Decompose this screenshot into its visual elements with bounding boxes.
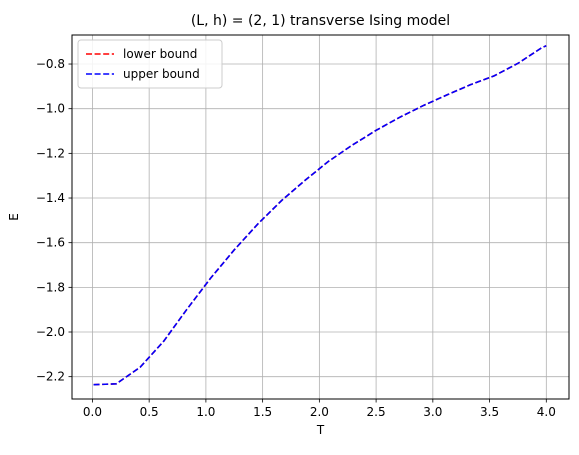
series-line-upper-bound <box>93 44 547 386</box>
legend-label: upper bound <box>123 67 200 81</box>
y-tick-label: −1.6 <box>36 236 65 250</box>
x-tick-label: 2.5 <box>367 405 386 419</box>
grid <box>72 35 569 399</box>
y-tick-label: −1.8 <box>36 280 65 294</box>
plot-lines <box>93 44 547 386</box>
chart-title: (L, h) = (2, 1) transverse Ising model <box>191 13 450 29</box>
legend-box <box>77 39 223 89</box>
y-tick-label: −2.2 <box>36 370 65 384</box>
x-tick-label: 0.0 <box>83 405 102 419</box>
y-tick-label: −0.8 <box>36 57 65 71</box>
x-tick-label: 1.5 <box>253 405 272 419</box>
x-tick-label: 3.5 <box>480 405 499 419</box>
axis-ticks: 0.0 0.5 1.0 1.5 2.0 2.5 3.0 3.5 4.0 −2.2 −2.0 −1.8 −… <box>36 57 556 419</box>
x-tick-label: 4.0 <box>537 405 556 419</box>
y-tick-label: −1.2 <box>36 146 65 160</box>
x-axis-label: T <box>316 423 325 437</box>
y-tick-label: −2.0 <box>36 325 65 339</box>
legend-label: lower bound <box>123 47 197 61</box>
y-axis-label: E <box>7 213 21 221</box>
plot-frame <box>71 34 570 400</box>
x-tick-label: 2.0 <box>310 405 329 419</box>
legend: lower bound upper bound <box>77 39 223 89</box>
x-tick-label: 1.0 <box>196 405 215 419</box>
x-tick-label: 3.0 <box>423 405 442 419</box>
y-tick-label: −1.0 <box>36 102 65 116</box>
y-tick-label: −1.4 <box>36 191 65 205</box>
x-tick-label: 0.5 <box>140 405 159 419</box>
